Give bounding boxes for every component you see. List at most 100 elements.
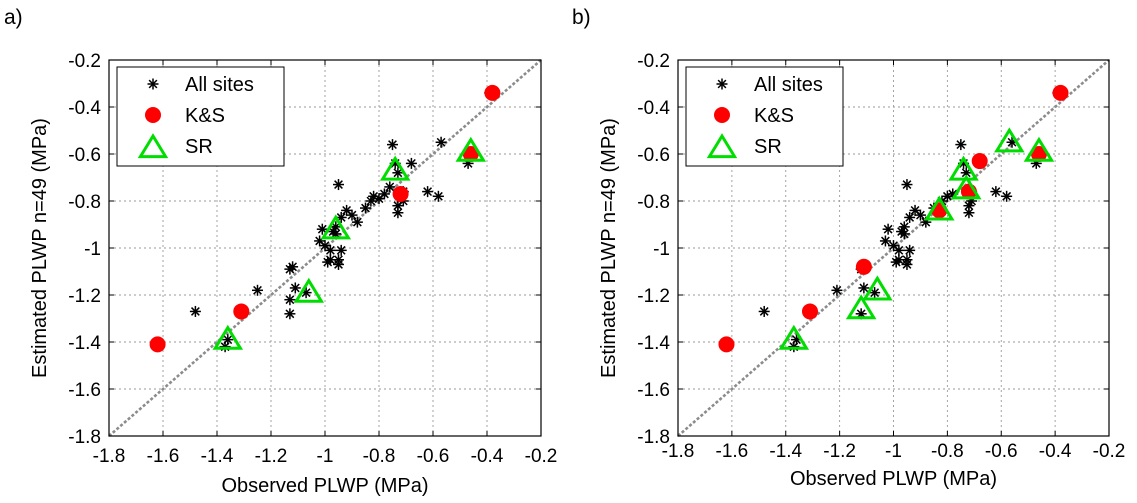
data-point-circle <box>971 153 988 170</box>
x-tick-label: -1 <box>885 441 902 462</box>
data-point-circle <box>1030 146 1047 162</box>
legend-marker-triangle <box>706 133 738 159</box>
data-point-asterisk <box>758 305 770 317</box>
data-point-asterisk <box>284 294 296 306</box>
y-tick-label: -0.4 <box>637 98 670 119</box>
y-tick-label: -1.8 <box>68 427 101 448</box>
y-tick-label: -0.8 <box>637 192 670 213</box>
y-axis-title: Estimated PLWP n=49 (MPa) <box>29 118 51 378</box>
data-point-triangle <box>1023 136 1055 162</box>
data-point-asterisk <box>831 284 843 296</box>
series-triangle <box>212 136 487 350</box>
x-tick-label: -0.4 <box>471 446 504 467</box>
data-point-circle <box>855 258 872 275</box>
data-point-asterisk <box>869 287 881 299</box>
legend-label: All sites <box>185 74 254 96</box>
legend: All sites K&S SR <box>685 66 844 167</box>
chart-svg: b)-1.8 -1.6 -1.4 -1.2 -1 -0.8 -0.6 -0.4 -0.2-1.8… <box>572 6 1125 490</box>
x-tick-label: -1.6 <box>716 441 749 462</box>
data-point-triangle <box>379 155 411 181</box>
y-axis-title: Estimated PLWP n=49 (MPa) <box>598 118 620 378</box>
panel-label: b) <box>572 6 591 29</box>
y-tick-label: -1.4 <box>637 333 670 354</box>
data-point-asterisk <box>858 282 870 294</box>
chart-svg: a)-1.8 -1.6 -1.4 -1.2 -1 -0.8 -0.6 -0.4 -0.2-1.8… <box>4 6 557 497</box>
x-tick-label: -1.4 <box>769 441 802 462</box>
data-point-asterisk <box>904 244 916 256</box>
data-point-circle <box>484 84 501 101</box>
x-tick-label: -1.2 <box>255 446 288 467</box>
data-point-asterisk <box>287 261 299 273</box>
data-point-asterisk <box>378 188 390 200</box>
y-tick-label: -1.8 <box>637 427 670 448</box>
y-tick-label: -1.2 <box>68 286 101 307</box>
data-point-asterisk <box>898 221 910 233</box>
panel-label: a) <box>4 6 23 29</box>
x-tick-label: -0.6 <box>417 446 450 467</box>
x-tick-label: -0.6 <box>985 441 1018 462</box>
data-point-asterisk <box>346 209 358 221</box>
data-point-asterisk <box>432 190 444 202</box>
x-tick-label: -0.4 <box>1039 441 1072 462</box>
data-point-asterisk <box>955 139 967 151</box>
x-tick-label: -0.2 <box>525 446 558 467</box>
y-tick-label: -0.8 <box>68 192 101 213</box>
data-point-circle <box>149 336 166 353</box>
data-point-circle <box>462 146 479 162</box>
y-tick-label: -0.2 <box>68 51 101 72</box>
data-point-asterisk <box>901 179 913 191</box>
data-point-triangle <box>778 324 810 350</box>
data-point-triangle <box>948 155 979 181</box>
data-point-triangle <box>455 136 487 162</box>
data-point-asterisk <box>384 181 396 193</box>
data-point-asterisk <box>882 223 894 235</box>
x-tick-label: -1.8 <box>662 441 695 462</box>
data-point-asterisk <box>1001 190 1013 202</box>
ticks: -1.8 -1.6 -1.4 -1.2 -1 -0.8 -0.6 -0.4 -0.2 -1.8 -1… <box>68 51 557 467</box>
y-tick-label: -1.2 <box>637 286 670 307</box>
data-point-asterisk <box>392 167 404 179</box>
legend-marker-circle <box>714 107 730 123</box>
data-point-asterisk <box>422 186 434 198</box>
data-point-asterisk <box>284 308 296 320</box>
axes-box <box>108 59 542 437</box>
data-point-triangle <box>320 214 352 240</box>
data-point-asterisk <box>324 244 336 256</box>
x-tick-label: -1 <box>317 446 334 467</box>
ticks: -1.8 -1.6 -1.4 -1.2 -1 -0.8 -0.6 -0.4 -0.2 -1.8 -1… <box>637 51 1125 462</box>
y-tick-label: -1.6 <box>68 380 101 401</box>
data-point-circle <box>718 336 735 353</box>
legend-marker-asterisk <box>716 78 728 90</box>
data-point-asterisk <box>289 282 301 294</box>
data-point-asterisk <box>360 202 371 214</box>
data-point-asterisk <box>405 157 417 169</box>
data-point-asterisk <box>888 240 899 252</box>
legend-marker-circle <box>145 107 161 123</box>
axes-box <box>677 59 1110 437</box>
data-point-triangle <box>845 294 877 320</box>
x-tick-label: -1.4 <box>201 446 234 467</box>
legend-label: All sites <box>754 74 823 96</box>
y-tick-label: -1 <box>653 239 670 260</box>
legend-marker-asterisk <box>147 78 159 90</box>
data-point-asterisk <box>901 254 913 266</box>
legend-label: SR <box>754 136 782 158</box>
data-point-triangle <box>212 324 244 350</box>
x-tick-label: -0.8 <box>931 441 964 462</box>
y-tick-label: -0.4 <box>68 98 101 119</box>
data-point-triangle <box>994 127 1025 153</box>
legend-label: K&S <box>185 105 225 127</box>
legend-label: K&S <box>754 105 794 127</box>
data-point-asterisk <box>252 284 263 296</box>
data-point-asterisk <box>189 305 201 317</box>
data-point-asterisk <box>904 211 916 223</box>
data-point-asterisk <box>333 254 344 266</box>
y-tick-label: -0.2 <box>637 51 670 72</box>
x-tick-label: -1.8 <box>93 446 126 467</box>
series-triangle <box>778 127 1055 350</box>
data-point-circle <box>233 303 250 320</box>
data-point-asterisk <box>990 186 1002 198</box>
data-point-triangle <box>862 275 893 301</box>
y-tick-label: -0.6 <box>637 145 670 166</box>
y-tick-label: -1 <box>84 239 101 260</box>
